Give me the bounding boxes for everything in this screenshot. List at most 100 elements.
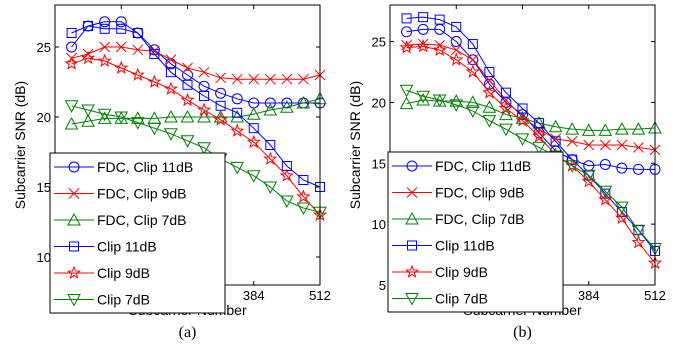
data-point: [165, 67, 176, 78]
legend-label: FDC, Clip 11dB: [435, 158, 531, 174]
legend-item: FDC, Clip 9dB: [392, 185, 524, 201]
data-point: [230, 161, 245, 175]
data-point: [164, 128, 178, 141]
data-point: [180, 109, 195, 123]
legend-label: Clip 7dB: [97, 292, 150, 308]
legend: FDC, Clip 11dB FDC, Clip 9dB FDC, Clip 7dB…: [387, 151, 564, 313]
data-point: [499, 107, 513, 121]
data-point: [465, 64, 480, 78]
series-line: [71, 98, 321, 125]
y-tick-label: 15: [37, 180, 51, 195]
data-point: [534, 118, 545, 129]
series-line: [71, 105, 321, 213]
data-point: [147, 122, 162, 136]
data-point: [99, 41, 111, 53]
legend-item: Clip 11dB: [54, 239, 157, 255]
series-line: [71, 21, 320, 104]
data-point: [581, 123, 596, 136]
data-point: [197, 142, 211, 155]
data-point: [165, 58, 177, 70]
legend-marker: [405, 293, 419, 306]
data-point: [632, 163, 644, 175]
data-point: [64, 116, 79, 130]
legend-marker: [407, 240, 417, 251]
legend-item: FDC, Clip 11dB: [54, 159, 193, 175]
series-clip-9db: [64, 50, 328, 222]
data-point: [99, 23, 110, 34]
y-tick-label: 20: [372, 95, 386, 110]
legend-box: [49, 152, 226, 314]
legend-marker: [68, 161, 80, 173]
data-point: [616, 162, 628, 174]
y-tick-label: 25: [37, 40, 51, 55]
legend-marker: [406, 160, 418, 172]
data-point: [500, 94, 512, 106]
data-point: [280, 100, 294, 113]
data-point: [281, 97, 293, 109]
data-point: [248, 73, 260, 85]
data-point: [401, 13, 412, 24]
data-point: [215, 87, 227, 99]
legend-label: Clip 11dB: [97, 239, 157, 255]
data-point: [296, 189, 311, 203]
data-point: [599, 139, 611, 151]
data-point: [81, 104, 95, 118]
data-point: [165, 54, 177, 65]
data-point: [615, 122, 629, 135]
legend-label: FDC, Clip 11dB: [97, 159, 193, 175]
legend-item: FDC, Clip 7dB: [54, 212, 186, 228]
data-point: [198, 66, 210, 78]
data-point: [615, 201, 629, 215]
data-point: [298, 73, 309, 85]
data-point: [82, 48, 94, 60]
data-point: [432, 94, 447, 108]
x-tick-label: 512: [644, 288, 666, 303]
data-point: [231, 73, 243, 85]
data-point: [265, 140, 276, 150]
data-point: [81, 114, 95, 127]
chart-panel-b: 128256384512510152025Subcarrier NumberSu…: [347, 4, 666, 341]
series-fdc-clip-9db: [401, 38, 661, 156]
data-point: [263, 181, 278, 195]
data-point: [484, 75, 495, 86]
data-point: [482, 100, 497, 113]
legend-item: Clip 9dB: [392, 264, 488, 280]
series-clip-11db: [66, 21, 325, 192]
data-point: [279, 168, 294, 182]
data-point: [246, 134, 261, 149]
legend-item: FDC, Clip 7dB: [392, 211, 524, 227]
data-point: [64, 100, 79, 113]
data-point: [482, 115, 497, 128]
legend-item: FDC, Clip 9dB: [54, 186, 186, 202]
y-tick-label: 20: [37, 110, 51, 125]
series-fdc-clip-7db: [399, 92, 662, 136]
legend-item: FDC, Clip 11dB: [392, 158, 531, 174]
data-point: [631, 234, 646, 249]
data-point: [97, 108, 112, 122]
series-line: [406, 43, 656, 151]
data-point: [614, 210, 629, 225]
legend-label: Clip 7dB: [435, 291, 488, 307]
data-point: [215, 72, 226, 84]
panel-caption: (b): [513, 324, 532, 341]
y-tick-label: 5: [379, 278, 386, 293]
legend-label: FDC, Clip 9dB: [97, 186, 186, 202]
data-point: [484, 66, 495, 77]
series-line: [406, 99, 656, 131]
data-point: [598, 123, 613, 136]
y-tick-label: 15: [372, 156, 386, 171]
data-point: [298, 175, 309, 185]
data-point: [517, 109, 528, 121]
y-tick-label: 10: [372, 217, 386, 232]
data-point: [631, 122, 646, 135]
data-point: [401, 26, 413, 38]
legend-label: FDC, Clip 7dB: [97, 212, 186, 228]
data-point: [248, 123, 259, 134]
data-point: [467, 54, 479, 66]
data-point: [401, 39, 412, 51]
legend-label: FDC, Clip 9dB: [435, 185, 524, 201]
legend-item: Clip 7dB: [54, 292, 150, 308]
series-fdc-clip-9db: [66, 41, 326, 85]
legend-label: FDC, Clip 7dB: [435, 211, 524, 227]
series-line: [71, 57, 321, 216]
